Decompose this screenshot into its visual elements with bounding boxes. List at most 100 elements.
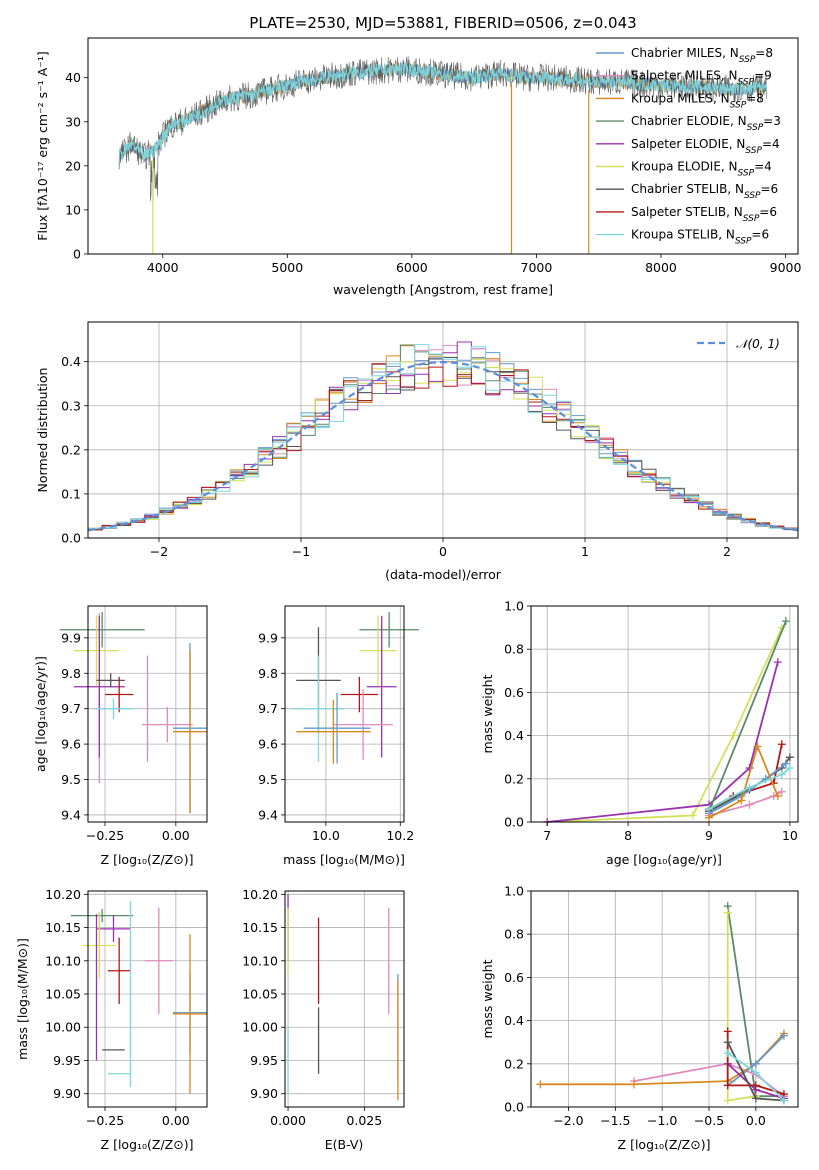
spectrum-series-line [118, 61, 768, 163]
age-vs-mass-point [333, 689, 393, 761]
spectrum-ytick-label: 40 [65, 70, 81, 85]
mass-vs-EBV-ytick-label: 10.20 [242, 887, 278, 902]
weight-vs-age-marker [745, 800, 754, 809]
weight-vs-age-series-line [708, 762, 787, 815]
weight-vs-age-series-line [708, 743, 779, 819]
mass-vs-EBV-ytick-label: 9.90 [250, 1086, 278, 1101]
mass-vs-z-marks [71, 900, 207, 1094]
mass-vs-ebv-xlabel: E(B-V) [325, 1137, 364, 1152]
weight-vs-age-panel: 7 8 9 10 0.0 0.2 0.4 0.6 0.8 1.0 age [log₁₀(age/y… [480, 599, 799, 867]
weight-vs-age-xtick-label: 7 [543, 828, 551, 843]
spectrum-xtick-label: 8000 [645, 260, 677, 275]
spectrum-xtick-label: 6000 [396, 260, 428, 275]
weight-vs-age-series-line [708, 620, 787, 812]
weight-vs-age-marker [785, 753, 794, 762]
weight-vs-age-ytick-label: 0.0 [504, 815, 524, 830]
age-vs-Z-point [96, 673, 125, 688]
mass-vs-ebv-frame [284, 890, 405, 1108]
weight-vs-age-marker [777, 740, 786, 749]
age-vs-Z-point [73, 615, 120, 687]
mass-vs-Z-ytick-label: 10.00 [45, 1020, 81, 1035]
mass-vs-EBV-ytick-label: 10.05 [242, 987, 278, 1002]
spectrum-xlabel: wavelength [Angstrom, rest frame] [333, 282, 553, 297]
weight-vs-Z-marker [723, 1049, 732, 1057]
mass-vs-Z-point [96, 915, 131, 943]
weight-vs-age-marker [777, 770, 786, 779]
weight-vs-Z-marker [779, 1031, 788, 1040]
mass-vs-Z-point [71, 908, 134, 923]
mass-vs-z-grid [88, 891, 207, 1107]
age-vs-Z-ytick-label: 9.6 [61, 737, 81, 752]
age-vs-Z-xtick-label: 0.00 [162, 828, 190, 843]
weight-vs-z-ticks: −2.0 −1.5 −1.0 −0.5 0.0 0.0 0.2 0.4 0.6 0.8 1.0 [504, 884, 766, 1129]
mass-vs-z-ylabel: mass [log₁₀(M/M⊙)] [15, 938, 30, 1060]
weight-vs-age-marker [745, 783, 754, 792]
mass-vs-Z-ytick-label: 10.05 [45, 987, 81, 1002]
weight-vs-Z-ytick-label: 0.0 [504, 1100, 524, 1115]
age-vs-mass-point [359, 615, 397, 687]
weight-vs-age-series-line [547, 627, 783, 823]
age-vs-Z-point [59, 612, 145, 648]
age-vs-mass-panel: 10.0 10.2 9.4 9.5 9.6 9.7 9.8 9.9 mass [log₁₀(M… [258, 605, 419, 867]
age-vs-Z-point [173, 650, 207, 814]
mass-vs-Z-xtick-label: −0.25 [86, 1113, 124, 1128]
weight-vs-age-marker [688, 811, 697, 820]
weight-vs-Z-marker [723, 1038, 732, 1047]
weight-vs-age-xtick-label: 10 [782, 828, 798, 843]
weight-vs-Z-marker [723, 1027, 732, 1036]
age-vs-mass-point [292, 655, 345, 762]
age-vs-mass-point [340, 676, 378, 713]
weight-vs-Z-xtick-label: −2.0 [553, 1113, 583, 1128]
spectrum-ylabel: Flux [fλ10⁻¹⁷ erg cm⁻² s⁻¹ A⁻¹] [35, 51, 50, 240]
age-vs-mass-ytick-label: 9.7 [258, 701, 278, 716]
spectrum-xtick-label: 9000 [770, 260, 802, 275]
weight-vs-Z-marker [751, 1059, 760, 1068]
weight-vs-Z-xtick-label: 0.0 [746, 1113, 766, 1128]
age-vs-z-marks [59, 612, 207, 814]
mass-vs-Z-ytick-label: 10.20 [45, 887, 81, 902]
mass-vs-z-ticks: −0.25 0.00 9.90 9.95 10.00 10.05 10.10 10.15 10.… [45, 887, 190, 1128]
age-vs-Z-point [141, 706, 193, 743]
age-vs-mass-point [366, 615, 397, 758]
weight-vs-Z-xtick-label: −1.0 [647, 1113, 677, 1128]
residuals-xtick-label: −1 [292, 544, 310, 559]
weight-vs-age-xtick-label: 9 [705, 828, 713, 843]
residuals-xtick-label: 0 [439, 544, 447, 559]
spectrum-ytick-label: 20 [65, 158, 81, 173]
residuals-legend: 𝒩(0, 1) [697, 337, 780, 351]
spectrum-ytick-label: 30 [65, 114, 81, 129]
mass-vs-Z-point [173, 934, 207, 1094]
residuals-xlabel: (data-model)/error [385, 567, 502, 582]
age-vs-Z-ytick-label: 9.5 [61, 772, 81, 787]
residuals-xtick-label: 1 [581, 544, 589, 559]
spectrum-xtick-label: 4000 [147, 260, 179, 275]
age-vs-mass-point [296, 699, 371, 764]
residuals-panel: −2 −1 0 1 2 0.0 0.1 0.2 0.3 0.4 (data-model)/erro… [35, 321, 799, 582]
mass-vs-EBV-ytick-label: 10.00 [242, 1020, 278, 1035]
weight-vs-Z-marker [751, 1081, 760, 1090]
mass-vs-ebv-ticks: 0.000 0.025 9.90 9.95 10.00 10.05 10.10 10.15 10… [242, 887, 382, 1128]
weight-vs-age-marker [781, 759, 790, 768]
age-vs-mass-point [303, 692, 371, 764]
weight-vs-Z-series-line [726, 1031, 785, 1095]
weight-vs-Z-marker [751, 1068, 760, 1077]
weight-vs-age-marker [785, 764, 794, 772]
age-vs-mass-frame [284, 605, 405, 823]
mass-vs-Z-ytick-label: 9.95 [53, 1053, 81, 1068]
weight-vs-Z-marker [630, 1080, 639, 1089]
weight-vs-Z-marker [723, 1096, 732, 1105]
age-vs-mass-xtick-label: 10.2 [386, 828, 414, 843]
weight-vs-Z-ytick-label: 0.2 [504, 1056, 524, 1071]
weight-vs-age-series-line [547, 661, 779, 823]
residuals-ytick-label: 0.3 [61, 398, 81, 413]
weight-vs-z-xlabel: Z [log₁₀(Z/Z⊙)] [618, 1137, 711, 1152]
residuals-xtick-label: −2 [150, 544, 168, 559]
weight-vs-Z-marker [536, 1080, 545, 1089]
mass-vs-ebv-marks [287, 894, 399, 1101]
weight-vs-z-ylabel: mass weight [480, 959, 495, 1038]
weight-vs-age-marker [753, 742, 762, 751]
weight-vs-age-ytick-label: 0.4 [504, 728, 524, 743]
age-vs-mass-ytick-label: 9.5 [258, 772, 278, 787]
spectrum-ticks: 4000 5000 6000 7000 8000 9000 0 10 20 30 40 [65, 70, 801, 275]
